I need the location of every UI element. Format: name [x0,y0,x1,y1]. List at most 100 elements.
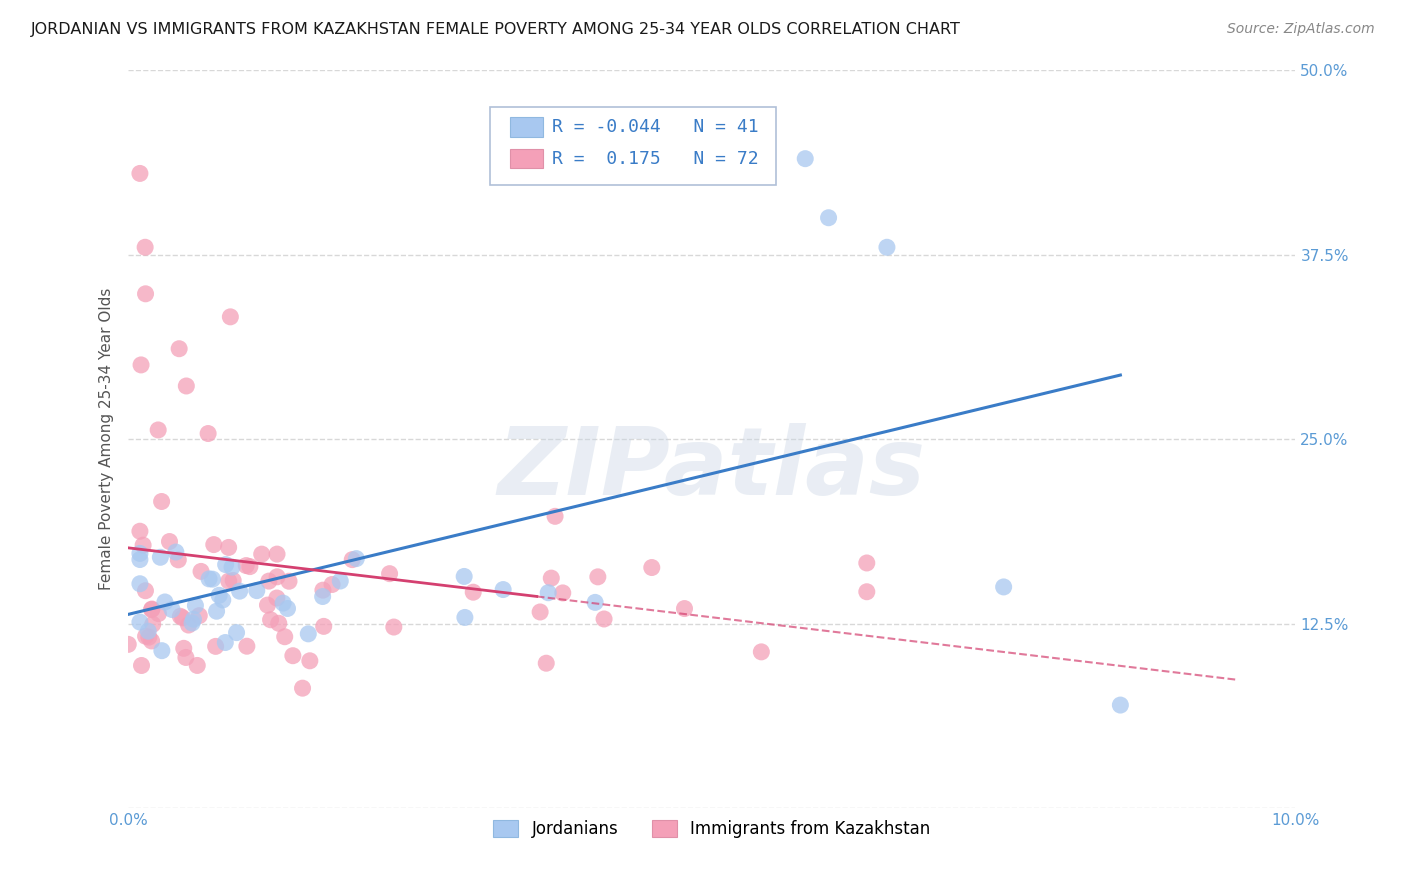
Point [267,616,290,631]
Point [135,629,157,643]
Point [749,645,772,659]
Point [246,583,269,598]
Point [176,379,198,393]
Point [278,574,301,589]
Point [142,617,165,632]
Point [160,602,183,616]
Point [181,615,204,630]
FancyBboxPatch shape [510,118,543,136]
Point [855,556,877,570]
Point [129,524,152,539]
Point [583,595,606,609]
Point [174,650,197,665]
FancyBboxPatch shape [510,149,543,169]
Point [586,570,609,584]
Point [149,550,172,565]
Point [205,604,228,618]
Point [219,310,242,324]
Point [134,240,156,254]
Point [228,584,250,599]
Point [201,572,224,586]
Point [266,591,288,605]
Point [235,558,257,573]
Point [165,545,187,559]
Point [544,509,567,524]
Point [529,605,551,619]
Point [344,551,367,566]
Point [186,658,208,673]
Point [266,547,288,561]
Point [131,658,153,673]
Point [382,620,405,634]
Point [141,634,163,648]
Point [173,641,195,656]
Point [453,569,475,583]
Text: JORDANIAN VS IMMIGRANTS FROM KAZAKHSTAN FEMALE POVERTY AMONG 25-34 YEAR OLDS COR: JORDANIAN VS IMMIGRANTS FROM KAZAKHSTAN … [31,22,960,37]
Point [312,583,335,598]
Point [993,580,1015,594]
Point [153,595,176,609]
Point [593,612,616,626]
Point [141,602,163,616]
Point [218,574,240,588]
Y-axis label: Female Poverty Among 25-34 Year Olds: Female Poverty Among 25-34 Year Olds [100,288,114,591]
Point [463,585,485,599]
Point [274,630,297,644]
Point [177,618,200,632]
Point [537,585,560,599]
Point [204,640,226,654]
Point [129,576,152,591]
Point [138,630,160,644]
Text: R = -0.044   N = 41: R = -0.044 N = 41 [553,118,759,136]
Point [281,648,304,663]
Text: Source: ZipAtlas.com: Source: ZipAtlas.com [1227,22,1375,37]
Point [222,574,245,588]
Point [150,494,173,508]
Point [134,583,156,598]
Point [183,612,205,626]
Point [239,559,262,574]
Point [551,586,574,600]
Point [876,240,898,254]
Point [221,560,243,574]
Point [167,342,190,356]
Point [169,609,191,624]
Point [132,538,155,552]
Point [1109,698,1132,712]
Point [250,547,273,561]
Text: R =  0.175   N = 72: R = 0.175 N = 72 [553,150,759,168]
Point [673,601,696,615]
Point [129,166,152,180]
Point [271,596,294,610]
Point [298,654,321,668]
Point [378,566,401,581]
Point [197,426,219,441]
Point [266,570,288,584]
Legend: Jordanians, Immigrants from Kazakhstan: Jordanians, Immigrants from Kazakhstan [486,813,936,845]
Point [135,286,157,301]
Point [259,613,281,627]
Point [794,152,817,166]
Point [150,643,173,657]
Point [454,610,477,624]
Point [856,584,879,599]
Point [117,637,139,651]
Point [225,625,247,640]
Point [700,166,723,180]
Point [202,538,225,552]
Point [641,560,664,574]
Point [129,552,152,566]
Point [321,577,343,591]
Point [211,593,233,607]
Point [159,534,181,549]
Point [312,619,335,633]
Point [167,553,190,567]
Point [129,546,152,560]
Point [536,657,558,671]
Point [141,602,163,616]
Point [172,611,194,625]
Point [208,588,231,602]
Point [184,599,207,613]
Point [218,541,240,555]
Point [291,681,314,695]
